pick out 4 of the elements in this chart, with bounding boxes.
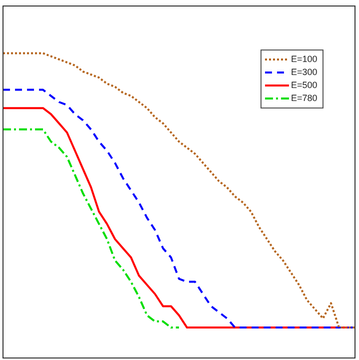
legend-label: E=100 <box>291 54 318 64</box>
legend-label: E=300 <box>291 66 318 77</box>
legend-label: E=780 <box>291 92 318 103</box>
legend-label: E=500 <box>291 80 318 90</box>
